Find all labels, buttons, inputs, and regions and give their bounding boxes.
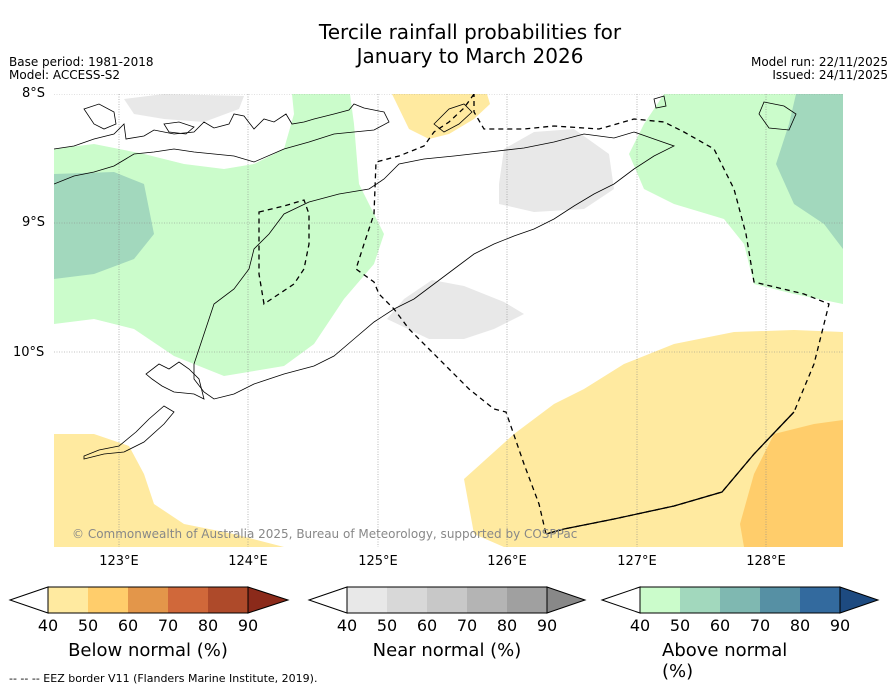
copyright-text: © Commonwealth of Australia 2025, Bureau… — [72, 527, 577, 541]
below-tick-80: 80 — [197, 616, 219, 635]
colorbar-near-bin-2 — [387, 587, 427, 613]
lat-label-8s: 8°S — [22, 86, 46, 101]
colorbar-above-bin-1 — [640, 587, 680, 613]
graticule — [54, 94, 843, 547]
lat-label-10s: 10°S — [13, 345, 45, 360]
colorbar-above-bin-5 — [800, 587, 840, 613]
below-tick-50: 50 — [77, 616, 99, 635]
colorbar-near-bin-4 — [467, 587, 507, 613]
below-tick-90: 90 — [237, 616, 259, 635]
colorbar-near — [307, 586, 587, 614]
near-tick-90: 90 — [536, 616, 558, 635]
colorbar-above-outline — [639, 586, 841, 614]
colorbar-above-bin-4 — [760, 587, 800, 613]
colorbar-above — [600, 586, 880, 614]
above-normal-label: Above normal (%) — [662, 640, 788, 682]
lon-label-124e: 124°E — [228, 554, 268, 569]
colorbar-near-bin-3 — [427, 587, 467, 613]
near-normal-central — [499, 129, 614, 212]
colorbar-below-bin-3 — [128, 587, 168, 613]
colorbar-near-outline — [346, 586, 548, 614]
title-line-1: Tercile rainfall probabilities for — [318, 20, 622, 44]
model-run: Model run: 22/11/2025 — [750, 55, 888, 69]
eez-border-solid-segment — [545, 411, 795, 535]
coastline-islet-4 — [758, 101, 797, 131]
below-normal-southwest — [54, 434, 284, 547]
colorbar-above-bin-3 — [720, 587, 760, 613]
coastline-timor-north — [193, 131, 676, 400]
eez-border-main — [355, 94, 830, 535]
eez-note: -- -- -- EEZ border V11 (Flanders Marine… — [9, 672, 318, 685]
lon-label-126e: 126°E — [487, 554, 527, 569]
colorbar-above-max-arrow — [839, 586, 880, 614]
below-normal-label: Below normal (%) — [68, 640, 228, 661]
coastline-roti — [83, 405, 175, 460]
lat-label-9s: 9°S — [22, 215, 46, 230]
near-tick-80: 80 — [496, 616, 518, 635]
below-tick-40: 40 — [37, 616, 59, 635]
colorbar-below-min-arrow — [8, 586, 49, 614]
colorbar-below — [8, 586, 290, 614]
lon-label-123e: 123°E — [99, 554, 139, 569]
title-line-2: January to March 2026 — [356, 44, 584, 68]
model-name: Model: ACCESS-S2 — [9, 68, 121, 82]
coastline-islet-1 — [83, 103, 117, 130]
colorbar-above-bin-2 — [680, 587, 720, 613]
near-tick-70: 70 — [456, 616, 478, 635]
above-tick-60: 60 — [709, 616, 731, 635]
above-normal-east-50 — [776, 94, 843, 249]
colorbar-below-bin-4 — [168, 587, 208, 613]
coastline-islet-5 — [653, 95, 667, 109]
colorbar-near-bin-1 — [347, 587, 387, 613]
above-tick-40: 40 — [629, 616, 651, 635]
run-info: Model run: 22/11/2025 Issued: 24/11/2025 — [751, 56, 888, 82]
above-tick-80: 80 — [789, 616, 811, 635]
map-title: Tercile rainfall probabilities for Janua… — [0, 20, 896, 68]
near-tick-50: 50 — [376, 616, 398, 635]
coastline-timor-south — [145, 361, 205, 400]
coastline-islet-2 — [163, 121, 195, 135]
colorbar-near-bin-5 — [507, 587, 547, 613]
near-tick-60: 60 — [416, 616, 438, 635]
near-tick-40: 40 — [336, 616, 358, 635]
above-tick-90: 90 — [829, 616, 851, 635]
base-info: Base period: 1981-2018 Model: ACCESS-S2 — [9, 56, 154, 82]
above-normal-west-50 — [54, 172, 154, 279]
below-normal-southeast — [464, 330, 843, 547]
below-tick-60: 60 — [117, 616, 139, 635]
colorbar-below-bin-5 — [208, 587, 248, 613]
near-normal-south — [387, 280, 524, 339]
near-normal-north — [124, 94, 244, 122]
base-period: Base period: 1981-2018 — [9, 55, 154, 69]
colorbar-below-max-arrow — [247, 586, 290, 614]
near-normal-label: Near normal (%) — [372, 640, 522, 661]
coastline-islet-3 — [433, 103, 473, 133]
colorbar-below-outline — [47, 586, 249, 614]
lon-label-127e: 127°E — [617, 554, 657, 569]
below-tick-70: 70 — [157, 616, 179, 635]
colorbar-near-min-arrow — [307, 586, 348, 614]
colorbar-below-bin-2 — [88, 587, 128, 613]
lon-label-128e: 128°E — [746, 554, 786, 569]
colorbar-above-min-arrow — [600, 586, 641, 614]
above-tick-50: 50 — [669, 616, 691, 635]
coastline-flores-alor — [54, 103, 390, 185]
coastlines — [54, 95, 797, 460]
colorbar-below-bin-1 — [48, 587, 88, 613]
eez-border — [258, 94, 830, 535]
issued-date: Issued: 24/11/2025 — [772, 68, 888, 82]
above-tick-70: 70 — [749, 616, 771, 635]
lon-label-125e: 125°E — [358, 554, 398, 569]
colorbar-near-max-arrow — [546, 586, 587, 614]
map-canvas: © Commonwealth of Australia 2025, Bureau… — [54, 94, 843, 547]
above-normal-west — [54, 94, 384, 376]
